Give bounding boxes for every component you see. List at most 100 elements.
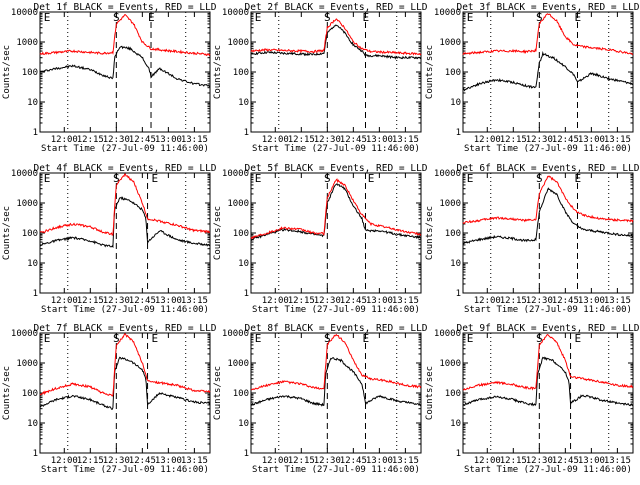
panel-title: Det 9f BLACK = Events, RED = LLD	[456, 323, 639, 334]
panel-title: Det 7f BLACK = Events, RED = LLD	[33, 323, 216, 334]
x-axis-label: Start Time (27-Jul-09 11:46:00)	[464, 305, 632, 315]
y-axis-label: Counts/sec	[2, 366, 12, 420]
y-tick-label: 1000	[16, 199, 38, 209]
series-line-lld	[462, 333, 634, 391]
x-tick-label: 12:00	[262, 135, 289, 145]
x-tick-label: 13:00	[155, 456, 182, 466]
y-tick-label: 100	[22, 68, 38, 78]
series-line-events	[462, 50, 634, 92]
x-tick-label: 13:00	[155, 135, 182, 145]
x-tick-label: 12:15	[288, 135, 315, 145]
x-tick-label: 13:15	[392, 135, 419, 145]
x-tick-label: 12:45	[129, 456, 156, 466]
y-tick-label: 1	[244, 449, 249, 459]
x-tick-label: 12:15	[288, 296, 315, 306]
x-tick-label: 13:00	[155, 296, 182, 306]
y-tick-label: 10	[238, 259, 249, 269]
series-line-events	[250, 183, 422, 241]
y-axis-label: Counts/sec	[2, 45, 12, 99]
marker-e-left: E	[255, 172, 262, 185]
marker-e-right: E	[574, 11, 581, 24]
y-tick-label: 1	[456, 449, 461, 459]
series-line-events	[39, 196, 211, 249]
series-line-lld	[462, 13, 634, 56]
y-tick-label: 10000	[11, 8, 38, 18]
marker-s: S	[113, 172, 120, 185]
y-tick-label: 100	[233, 229, 249, 239]
x-tick-label: 13:00	[366, 135, 393, 145]
x-tick-label: 13:00	[578, 456, 605, 466]
marker-s: S	[536, 11, 543, 24]
marker-s: S	[324, 332, 331, 345]
x-tick-label: 12:45	[552, 135, 579, 145]
y-tick-label: 1	[456, 289, 461, 299]
series-line-lld	[251, 333, 422, 391]
marker-s: S	[324, 11, 331, 24]
y-tick-label: 10000	[222, 329, 249, 339]
x-tick-label: 12:15	[288, 456, 315, 466]
marker-e-left: E	[467, 11, 474, 24]
y-tick-label: 10000	[434, 8, 461, 18]
y-tick-label: 10	[27, 419, 38, 429]
x-tick-label: 12:00	[474, 296, 501, 306]
series-line-lld	[250, 178, 422, 239]
x-tick-label: 12:45	[552, 296, 579, 306]
y-tick-label: 100	[233, 68, 249, 78]
marker-e-left: E	[467, 172, 474, 185]
x-tick-label: 12:00	[262, 296, 289, 306]
x-tick-label: 12:30	[314, 296, 341, 306]
y-tick-label: 100	[445, 68, 461, 78]
y-tick-label: 100	[445, 229, 461, 239]
series-line-events	[39, 356, 211, 410]
x-tick-label: 13:00	[578, 296, 605, 306]
panel-title: Det 3f BLACK = Events, RED = LLD	[456, 2, 639, 13]
y-tick-label: 10	[27, 259, 38, 269]
x-tick-label: 12:45	[340, 296, 367, 306]
marker-e-right: E	[362, 11, 369, 24]
marker-e-left: E	[255, 11, 262, 24]
x-tick-label: 12:45	[340, 456, 367, 466]
x-tick-label: 12:00	[51, 456, 78, 466]
x-tick-label: 12:15	[77, 135, 104, 145]
y-tick-label: 1	[33, 449, 38, 459]
marker-s: S	[536, 172, 543, 185]
axes-frame	[250, 332, 422, 454]
y-axis-label: Counts/sec	[213, 45, 223, 99]
x-tick-label: 12:30	[103, 135, 130, 145]
x-tick-label: 12:15	[77, 456, 104, 466]
marker-e-right: E	[574, 172, 581, 185]
y-tick-label: 100	[22, 229, 38, 239]
x-tick-label: 13:15	[604, 296, 631, 306]
y-tick-label: 1000	[439, 199, 461, 209]
marker-e-left: E	[255, 332, 262, 345]
x-axis-label: Start Time (27-Jul-09 11:46:00)	[252, 144, 420, 154]
x-tick-label: 12:30	[314, 456, 341, 466]
x-tick-label: 12:30	[314, 135, 341, 145]
x-tick-label: 12:15	[500, 135, 527, 145]
y-tick-label: 10	[238, 98, 249, 108]
y-axis-label: Counts/sec	[425, 206, 435, 260]
y-tick-label: 100	[445, 389, 461, 399]
x-tick-label: 12:00	[51, 296, 78, 306]
x-tick-label: 12:30	[526, 296, 553, 306]
x-tick-label: 12:45	[552, 456, 579, 466]
x-tick-label: 12:45	[129, 296, 156, 306]
marker-e-right: E	[148, 11, 155, 24]
x-tick-label: 12:30	[526, 135, 553, 145]
axes-frame	[39, 11, 211, 133]
y-tick-label: 1000	[439, 359, 461, 369]
x-tick-label: 12:15	[500, 456, 527, 466]
marker-e-left: E	[44, 172, 51, 185]
axes-frame	[250, 11, 422, 133]
marker-e-right: E	[574, 332, 581, 345]
series-line-lld	[462, 175, 634, 224]
